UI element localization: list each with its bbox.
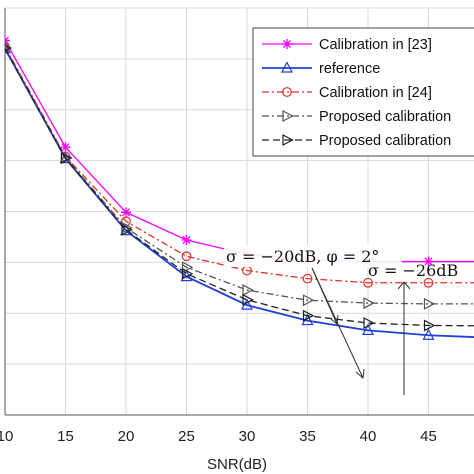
x-tick-label-40: 40	[360, 428, 377, 445]
legend-label-3: Proposed calibration	[319, 109, 451, 125]
series-4	[5, 44, 474, 332]
legend-box	[252, 27, 474, 157]
legend-label-4: Proposed calibration	[319, 133, 451, 149]
x-tick-label-25: 25	[178, 428, 195, 445]
series-3-point-7	[423, 297, 436, 310]
series-1-point-1	[59, 151, 72, 164]
series-3-point-6	[363, 297, 375, 310]
series-0-point-3	[181, 234, 192, 245]
series-0-point-2	[121, 207, 131, 218]
series-3	[5, 43, 474, 310]
x-tick-label-45: 45	[420, 428, 437, 445]
series-2-point-3	[181, 251, 192, 262]
series-4-point-1	[60, 152, 73, 165]
legend-label-0: Calibration in [23]	[319, 37, 432, 53]
x-tick-label-10: 10	[0, 428, 13, 445]
series-4-point-7	[423, 319, 436, 332]
annotation-2: σ = −26dB	[368, 261, 458, 280]
series-4-point-4	[242, 293, 254, 306]
series-3-point-3	[181, 261, 194, 274]
annotation-arrows	[311, 267, 411, 395]
legend: Calibration in [23] reference Calibration …	[252, 27, 474, 157]
legend-label-2: Calibration in [24]	[319, 85, 432, 101]
x-tick-label-35: 35	[299, 428, 316, 445]
legend-marker-0	[282, 39, 292, 49]
series-3-point-5	[302, 294, 315, 307]
series-3-line	[5, 47, 474, 305]
x-tick-label-20: 20	[118, 428, 135, 445]
series-layer	[5, 35, 474, 340]
x-tick-label-30: 30	[239, 428, 256, 445]
series-1-point-0	[5, 41, 11, 54]
series-4-line	[5, 47, 474, 327]
legend-marker-2	[282, 87, 292, 97]
x-tick-label-15: 15	[57, 428, 74, 445]
legend-marker-3	[282, 110, 294, 122]
annotation-1: σ = −20dB, φ = 2°	[226, 247, 379, 266]
series-2-point-2	[121, 216, 131, 227]
plot-area	[5, 35, 474, 340]
series-4-point-6	[363, 317, 375, 330]
series-2-line	[5, 46, 474, 284]
legend-label-1: reference	[319, 61, 380, 77]
series-0-point-7	[423, 256, 434, 267]
tick-labels: 10 15 20 25 30 35 40 45	[0, 428, 437, 445]
series-2-point-5	[302, 273, 313, 284]
annotation-1-box	[224, 245, 402, 267]
series-4-point-5	[302, 309, 315, 322]
annotations: σ = −20dB, φ = 2° σ = −26dB	[224, 245, 458, 395]
series-2-point-6	[363, 277, 373, 288]
legend-marker-1	[281, 61, 293, 73]
series-4-point-0	[5, 44, 12, 52]
series-4-point-2	[121, 223, 133, 236]
series-1-point-7	[422, 328, 435, 340]
x-axis-label: SNR(dB)	[207, 456, 267, 473]
series-2-point-7	[423, 277, 434, 288]
series-0-point-1	[60, 142, 71, 153]
series-3-point-4	[242, 284, 254, 297]
legend-marker-4	[282, 134, 294, 146]
series-1-point-6	[362, 323, 374, 335]
series-4-point-3	[181, 267, 194, 280]
